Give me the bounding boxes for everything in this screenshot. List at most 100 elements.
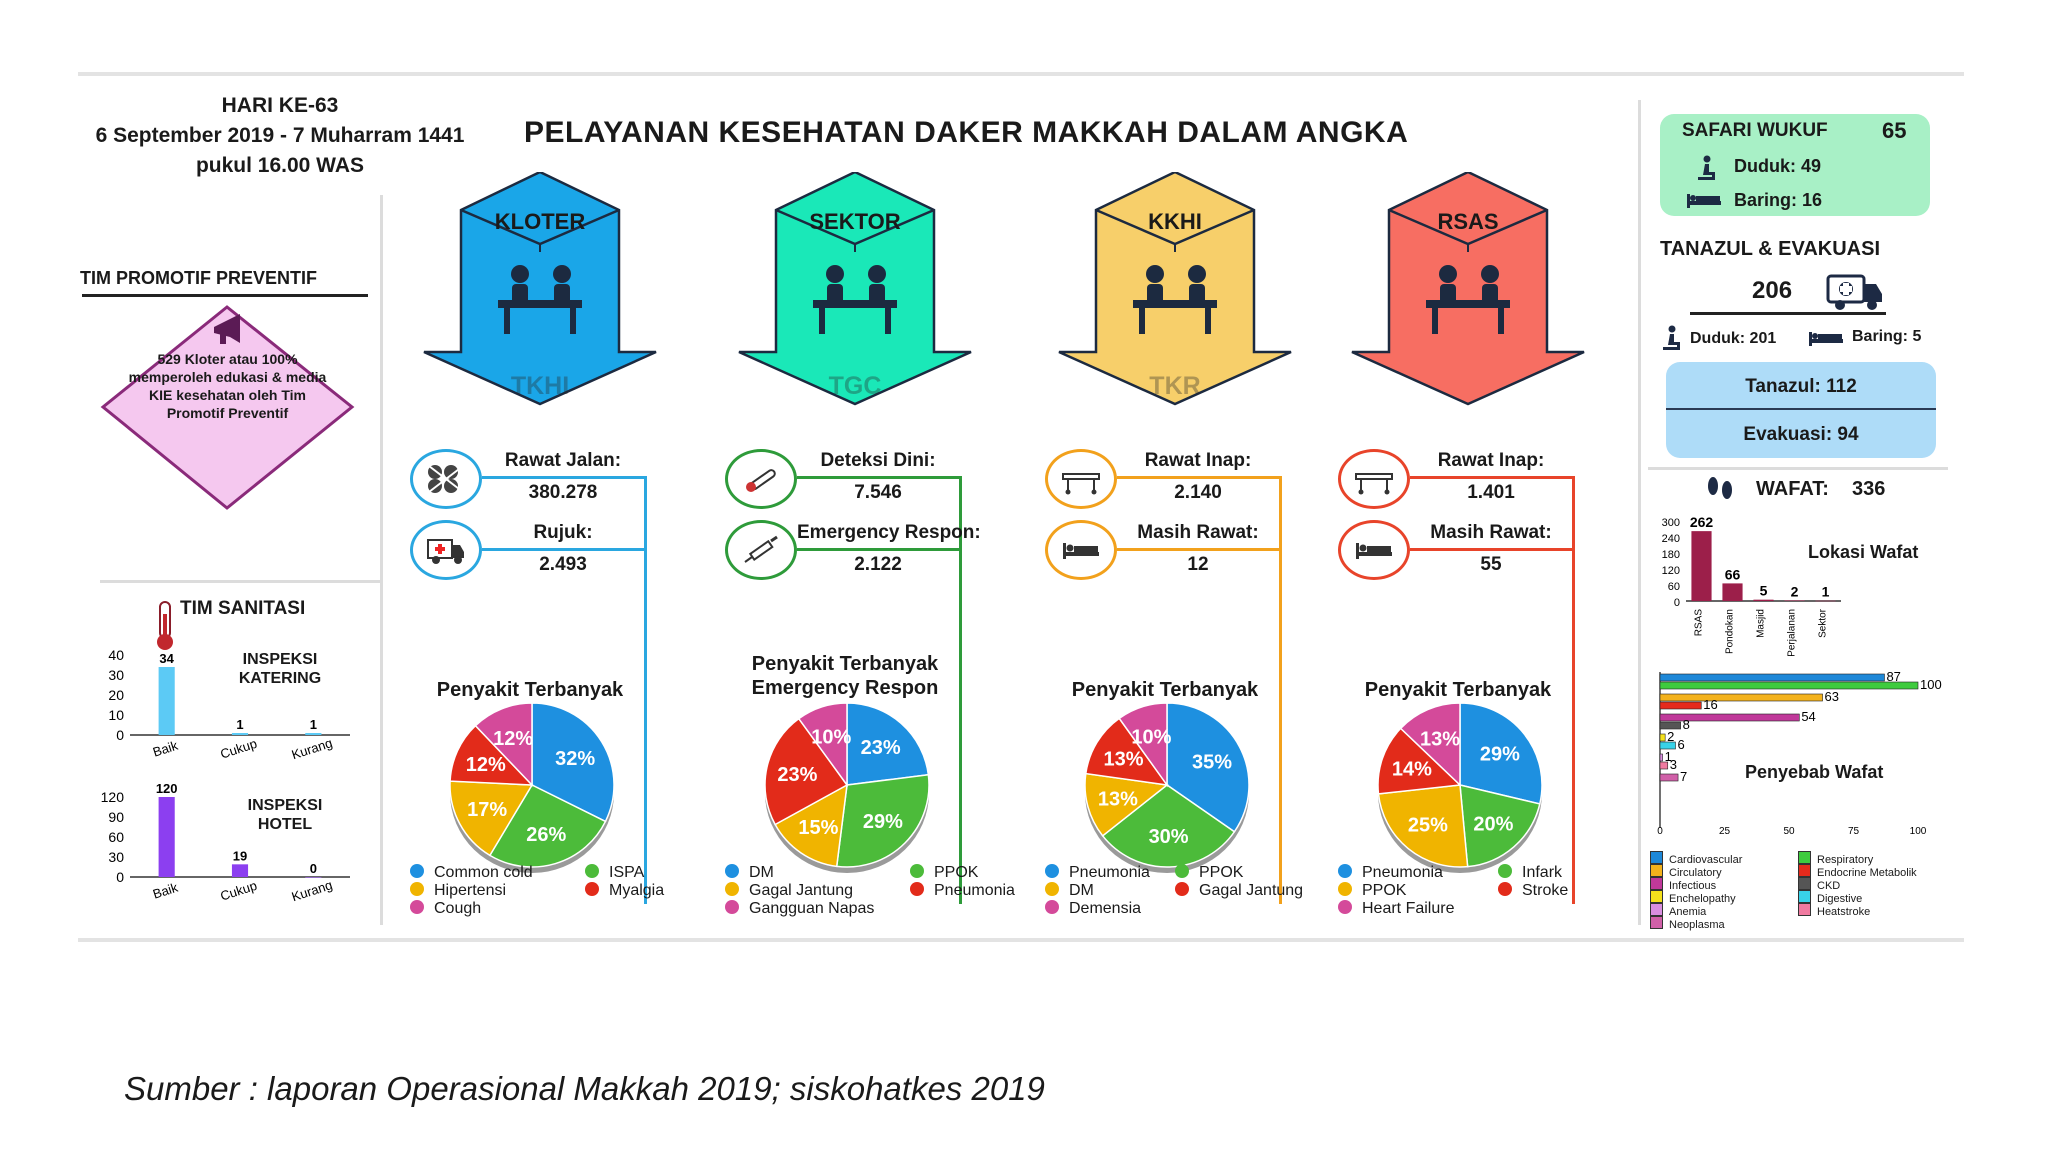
tanazul-duduk: Duduk: 201: [1690, 330, 1777, 347]
arrow-rsas: [1351, 172, 1585, 406]
legend-dot: [410, 882, 424, 896]
legend-item: Cough: [410, 900, 481, 918]
pie-slice-stroke: [1377, 727, 1462, 795]
legend-label: Anemia: [1669, 906, 1707, 918]
report-time: pukul 16.00 WAS: [195, 154, 365, 177]
scene-icon: [1426, 265, 1510, 334]
legend-item: Gagal Jantung: [1175, 882, 1303, 900]
legend-swatch: [1650, 851, 1663, 864]
legend-item: Stroke: [1498, 882, 1568, 900]
safari-total: 65: [1882, 118, 1907, 143]
data-label: 3: [1670, 757, 1677, 772]
legend-label: Hipertensi: [434, 882, 507, 899]
y-tick-label: 0: [116, 869, 124, 885]
wafat-title: WAFAT:: [1756, 478, 1829, 500]
arrow-sektor: [738, 172, 972, 406]
category-label: Cukup: [218, 736, 258, 762]
data-label: 1: [1665, 749, 1672, 764]
connector-line: [482, 548, 647, 551]
bar-baik: [158, 797, 175, 877]
wafat-total: 336: [1852, 478, 1886, 500]
data-label: 1: [310, 717, 317, 732]
category-label: Masjid: [1756, 609, 1767, 638]
scene-icon: [498, 265, 582, 334]
legend-label: Circulatory: [1669, 867, 1722, 879]
lokasi-wafat-chart: 0 60 120 180 240 300 262 RSAS 66 Pondokan 5 Masjid 2…: [1662, 514, 1841, 657]
legend-label: PPOK: [934, 864, 979, 881]
pie-slice-ppok: [1101, 784, 1236, 868]
megaphone-icon: [214, 314, 240, 344]
legend-dot: [1045, 864, 1059, 878]
pie-label: 29%: [1480, 743, 1520, 765]
bar-neoplasma: [1659, 773, 1679, 782]
category-label: Kurang: [290, 735, 335, 762]
legend-dot: [585, 882, 599, 896]
disease-pie-chart: 32% 26% 17% 12% 12%: [449, 702, 615, 873]
legend-dot: [1338, 864, 1352, 878]
stat1-value: 2.140: [1174, 482, 1222, 503]
legend-item: Anemia: [1650, 903, 1706, 918]
legend-dot: [1338, 900, 1352, 914]
legend-label: Cough: [434, 900, 482, 917]
legend-dot: [1498, 864, 1512, 878]
y-tick-label: 180: [1662, 549, 1680, 561]
pie-slice-gangguan-napas: [797, 702, 848, 788]
bar-sektor: [1815, 600, 1836, 602]
promotif-text: 529 Kloter atau 100% memperoleh edukasi …: [128, 351, 327, 421]
y-tick-label: 30: [108, 667, 124, 683]
promotif-diamond: 529 Kloter atau 100% memperoleh edukasi …: [100, 305, 355, 510]
y-tick-label: 60: [1668, 581, 1680, 593]
report-date: 6 September 2019 - 7 Muharram 1441: [95, 124, 465, 147]
pie-label: 14%: [1392, 759, 1432, 781]
legend-swatch: [1798, 864, 1811, 877]
pie-label: 15%: [798, 817, 838, 839]
ambulance-icon: [427, 539, 464, 564]
bar-digestive: [1659, 741, 1676, 750]
bar-rsas: [1691, 531, 1712, 601]
connector-line: [1572, 476, 1575, 904]
legend-item: Gagal Jantung: [725, 882, 853, 900]
legend-item: Infark: [1498, 864, 1562, 882]
y-tick-label: 240: [1662, 533, 1680, 545]
legend-label: Heart Failure: [1362, 900, 1455, 917]
legend-dot: [1175, 882, 1189, 896]
data-label: 1: [1822, 584, 1830, 600]
legend-label: Gangguan Napas: [749, 900, 875, 917]
syringe-icon: [744, 535, 778, 563]
pie-slice-dm: [1084, 772, 1169, 837]
column-label-kkhi: KKHI: [1148, 209, 1202, 234]
data-label: 6: [1677, 737, 1684, 752]
bar-kurang: [305, 733, 322, 735]
pie-label: 12%: [466, 754, 506, 776]
bar-heatstroke: [1659, 761, 1669, 770]
footprints-icon: [1708, 477, 1732, 499]
stat1-value: 380.278: [528, 482, 598, 503]
legend-label: PPOK: [1199, 864, 1244, 881]
legend-item: Pneumonia: [1045, 864, 1150, 882]
stat1-icon-wrapper: [1338, 449, 1410, 509]
arrow-kloter: [423, 172, 657, 406]
data-label: 8: [1683, 717, 1690, 732]
legend-item: DM: [1045, 882, 1094, 900]
legend-item: Common cold: [410, 864, 533, 882]
data-label: 19: [233, 848, 247, 863]
legend-dot: [410, 864, 424, 878]
legend-dot: [725, 864, 739, 878]
legend-item: Hipertensi: [410, 882, 506, 900]
y-tick-label: 10: [108, 707, 124, 723]
safari-title: SAFARI WUKUF: [1682, 120, 1828, 141]
data-label: 34: [159, 651, 174, 666]
stat2-icon-wrapper: [1338, 520, 1410, 580]
pie-slice-myalgia: [449, 724, 534, 786]
legend-label: Respiratory: [1817, 854, 1874, 866]
legend-item: Infectious: [1650, 877, 1716, 892]
legend-dot: [410, 900, 424, 914]
pie-label: 35%: [1192, 751, 1232, 773]
legend-item: ISPA: [585, 864, 644, 882]
promotif-heading: TIM PROMOTIF PREVENTIF: [80, 268, 317, 288]
connector-line: [797, 548, 962, 551]
legend-item: Endocrine Metabolik: [1798, 864, 1917, 879]
arrow-kkhi: [1058, 172, 1292, 406]
bar-cukup: [231, 733, 249, 735]
category-label: Kurang: [290, 877, 335, 904]
